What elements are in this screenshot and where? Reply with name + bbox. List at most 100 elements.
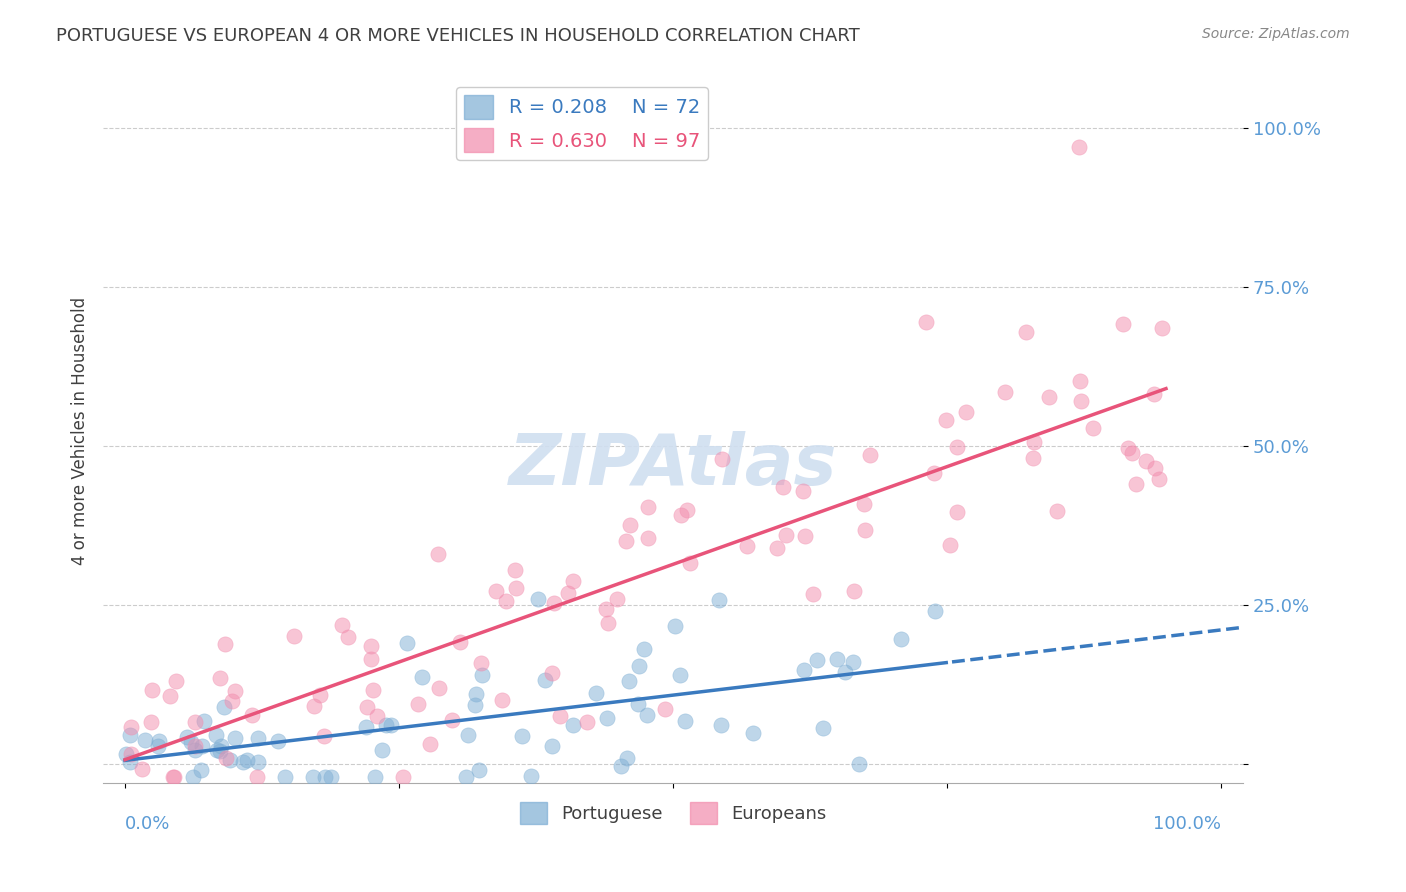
Point [207,743,229,757]
Point [302,698,325,713]
Point [503,563,526,577]
Point [842,583,865,598]
Point [470,668,492,682]
Point [562,718,585,732]
Point [301,770,323,784]
Point [617,674,640,689]
Point [176,730,198,744]
Text: PORTUGUESE VS EUROPEAN 4 OR MORE VEHICLES IN HOUSEHOLD CORRELATION CHART: PORTUGUESE VS EUROPEAN 4 OR MORE VEHICLE… [56,27,860,45]
Point [336,630,359,644]
Point [772,480,794,494]
Point [610,758,633,772]
Point [561,574,583,589]
Point [627,659,650,673]
Point [669,508,692,522]
Point [890,632,912,646]
Point [449,635,471,649]
Point [141,714,163,729]
Point [735,539,758,553]
Point [366,708,388,723]
Point [485,584,508,599]
Point [1112,317,1135,331]
Point [212,700,235,714]
Point [440,713,463,727]
Point [596,711,619,725]
Point [915,315,938,329]
Point [533,673,555,688]
Point [218,753,240,767]
Point [1038,390,1060,404]
Point [859,448,882,462]
Point [1081,420,1104,434]
Point [596,615,619,630]
Point [679,556,702,570]
Point [1116,441,1139,455]
Point [131,762,153,776]
Point [853,497,876,511]
Point [134,733,156,747]
Point [924,604,946,618]
Point [193,714,215,728]
Point [361,683,384,698]
Point [236,753,259,767]
Point [792,484,814,499]
Text: 100.0%: 100.0% [1153,815,1220,833]
Point [246,731,269,746]
Point [406,698,429,712]
Point [1152,321,1174,335]
Point [120,720,142,734]
Point [541,665,564,680]
Point [668,668,690,682]
Point [1069,374,1091,388]
Point [183,770,205,784]
Point [470,656,492,670]
Legend: Portuguese, Europeans: Portuguese, Europeans [512,795,834,831]
Point [633,642,655,657]
Point [395,636,418,650]
Point [606,592,628,607]
Point [510,729,533,743]
Point [1015,325,1038,339]
Point [775,528,797,542]
Point [1021,450,1043,465]
Point [356,720,378,734]
Point [1147,472,1170,486]
Point [146,739,169,754]
Point [505,581,527,595]
Point [267,733,290,747]
Point [419,737,441,751]
Point [803,586,825,600]
Point [575,714,598,729]
Point [955,405,977,419]
Point [495,594,517,608]
Point [464,686,486,700]
Text: 0.0%: 0.0% [125,815,170,833]
Point [637,500,659,514]
Point [246,770,269,784]
Point [312,730,335,744]
Point [834,665,856,680]
Point [163,770,186,784]
Point [330,618,353,632]
Point [429,681,451,696]
Point [616,751,638,765]
Point [614,534,637,549]
Point [457,728,479,742]
Point [813,722,835,736]
Point [427,548,450,562]
Point [1125,477,1147,491]
Point [148,733,170,747]
Point [848,756,870,771]
Point [557,586,579,600]
Point [711,451,734,466]
Point [637,531,659,545]
Point [224,683,246,698]
Point [191,739,214,753]
Point [1067,140,1090,154]
Point [165,674,187,689]
Point [184,743,207,757]
Point [491,693,513,707]
Point [115,747,138,761]
Point [120,755,142,769]
Point [364,770,387,784]
